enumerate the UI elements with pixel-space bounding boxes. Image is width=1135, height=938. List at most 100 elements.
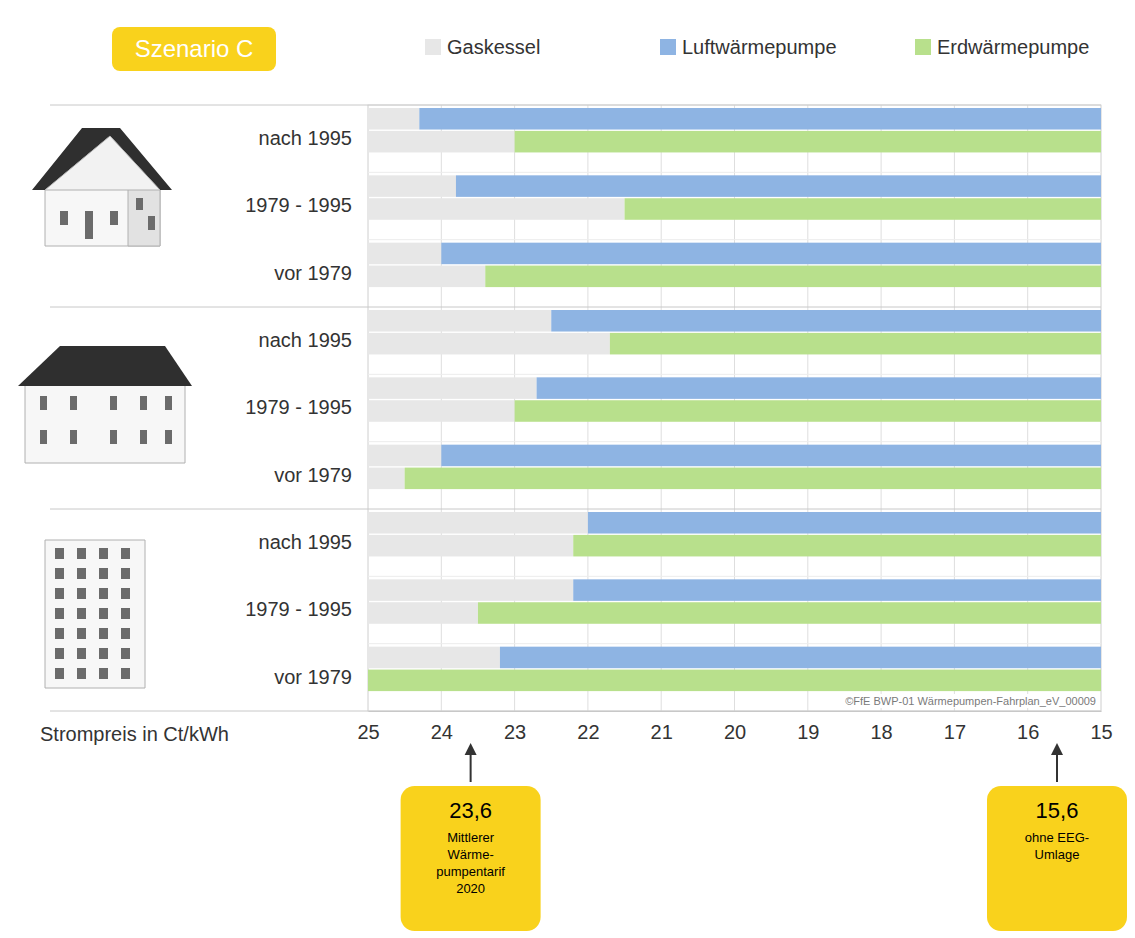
- icon-window: [70, 430, 77, 444]
- row-separator: [368, 643, 1101, 644]
- icon-window: [77, 668, 86, 679]
- source-background: [842, 694, 1099, 708]
- annotation: 15,6 ohne EEG- Umlage: [987, 743, 1127, 931]
- source: ©FfE BWP-01 Wärmepumpen-Fahrplan_eV_0000…: [845, 695, 1096, 707]
- icon-window: [55, 628, 64, 639]
- icon-shape: [32, 128, 172, 190]
- x-tick: 21: [651, 711, 673, 743]
- icon-window: [99, 588, 108, 599]
- bar-gaskessel: [368, 512, 588, 534]
- bars: [368, 108, 1101, 691]
- legend-item: Gaskessel: [425, 36, 540, 58]
- icon-window: [60, 211, 68, 225]
- icon-window: [77, 648, 86, 659]
- annotation-arrow: [1056, 751, 1058, 782]
- x-axis-line: [369, 711, 1102, 712]
- y-tick-label: vor 1979: [274, 262, 352, 284]
- annotation-text: Umlage: [1035, 847, 1080, 862]
- bar-gaskessel: [368, 310, 551, 332]
- annotation: 23,6MittlererWärme-pumpentarif2020: [401, 743, 541, 931]
- y-tick: 1979 - 1995: [245, 194, 352, 216]
- icon-window: [99, 648, 108, 659]
- bar: [441, 445, 1101, 467]
- x-tick: 17: [944, 711, 966, 743]
- group-separator: [50, 105, 1101, 106]
- icon-shape: [45, 186, 160, 246]
- icon-window: [99, 568, 108, 579]
- x-tick: 16: [1017, 711, 1039, 743]
- y-tick-label: nach 1995: [259, 531, 352, 553]
- icon-window: [55, 668, 64, 679]
- x-tick: 25: [357, 711, 379, 743]
- y-tick: 1979 - 1995: [245, 598, 352, 620]
- icon-window: [165, 396, 172, 410]
- x-tick: 18: [870, 711, 892, 743]
- group-separator: [50, 711, 1101, 712]
- group-separator: [50, 307, 1101, 308]
- bar: [551, 310, 1101, 332]
- legend: GaskesselLuftwärmepumpeErdwärmepumpe: [425, 36, 1089, 58]
- bar: [500, 647, 1101, 669]
- annotation-arrowhead: [1051, 743, 1063, 755]
- x-tick: 20: [724, 711, 746, 743]
- icon-window: [121, 588, 130, 599]
- icon-window: [55, 548, 64, 559]
- row-separator: [368, 441, 1101, 442]
- x-tick-label: 24: [431, 721, 453, 743]
- title-background: [112, 27, 276, 71]
- icon-window: [55, 568, 64, 579]
- y-tick-label: vor 1979: [274, 464, 352, 486]
- x-tick-label: 20: [724, 721, 746, 743]
- icon-window: [165, 430, 172, 444]
- bar-gaskessel: [368, 468, 405, 490]
- x-axis-title: Strompreis in Ct/kWh: [40, 723, 229, 745]
- annotation-box: [987, 786, 1127, 931]
- annotation-text: 2020: [456, 881, 485, 896]
- bar: [573, 579, 1101, 601]
- bar-gaskessel: [368, 131, 515, 153]
- x-tick: 24: [431, 711, 453, 743]
- icon-window: [99, 548, 108, 559]
- annotation-arrowhead: [465, 743, 477, 755]
- icon-window: [70, 396, 77, 410]
- icon-window: [99, 668, 108, 679]
- bar-gaskessel: [368, 647, 500, 669]
- icon-apartment-block: [45, 540, 145, 688]
- row-separator: [368, 576, 1101, 577]
- bar-gaskessel: [368, 400, 515, 422]
- bar-gaskessel: [368, 266, 485, 288]
- icon-window: [148, 216, 155, 230]
- title: Szenario C: [135, 35, 254, 62]
- x-tick: 22: [577, 711, 599, 743]
- row-separator: [368, 239, 1101, 240]
- annotation-value: 15,6: [1036, 798, 1079, 823]
- icon-window: [121, 568, 130, 579]
- icon-window: [121, 648, 130, 659]
- icon-window: [140, 396, 147, 410]
- y-tick: nach 1995: [259, 531, 352, 553]
- bar-gaskessel: [368, 175, 456, 197]
- y-axis: nach 1995 1979 - 1995 vor 1979 nach 1995 197…: [245, 127, 352, 688]
- icon-window: [140, 430, 147, 444]
- bar: [405, 468, 1101, 490]
- icon-window: [77, 568, 86, 579]
- y-tick: nach 1995: [259, 127, 352, 149]
- y-tick-label: 1979 - 1995: [245, 396, 352, 418]
- icon-shape: [18, 346, 192, 386]
- bar: [515, 131, 1101, 153]
- annotation-box: [401, 786, 541, 931]
- title-box: Szenario C: [112, 27, 276, 71]
- annotation-text: pumpentarif: [436, 864, 505, 879]
- icon-window: [99, 608, 108, 619]
- bar-gaskessel: [368, 377, 537, 399]
- bar: [485, 266, 1101, 288]
- annotation-text: ohne EEG-: [1025, 830, 1089, 845]
- y-tick: vor 1979: [274, 666, 352, 688]
- bar-gaskessel: [368, 108, 419, 130]
- bar-gaskessel: [368, 579, 573, 601]
- y-tick-label: nach 1995: [259, 127, 352, 149]
- bar: [419, 108, 1101, 130]
- building-icons: [18, 128, 192, 688]
- icon-window: [121, 628, 130, 639]
- chart: 2524232221201918171615Strompreis in Ct/k…: [0, 0, 1135, 938]
